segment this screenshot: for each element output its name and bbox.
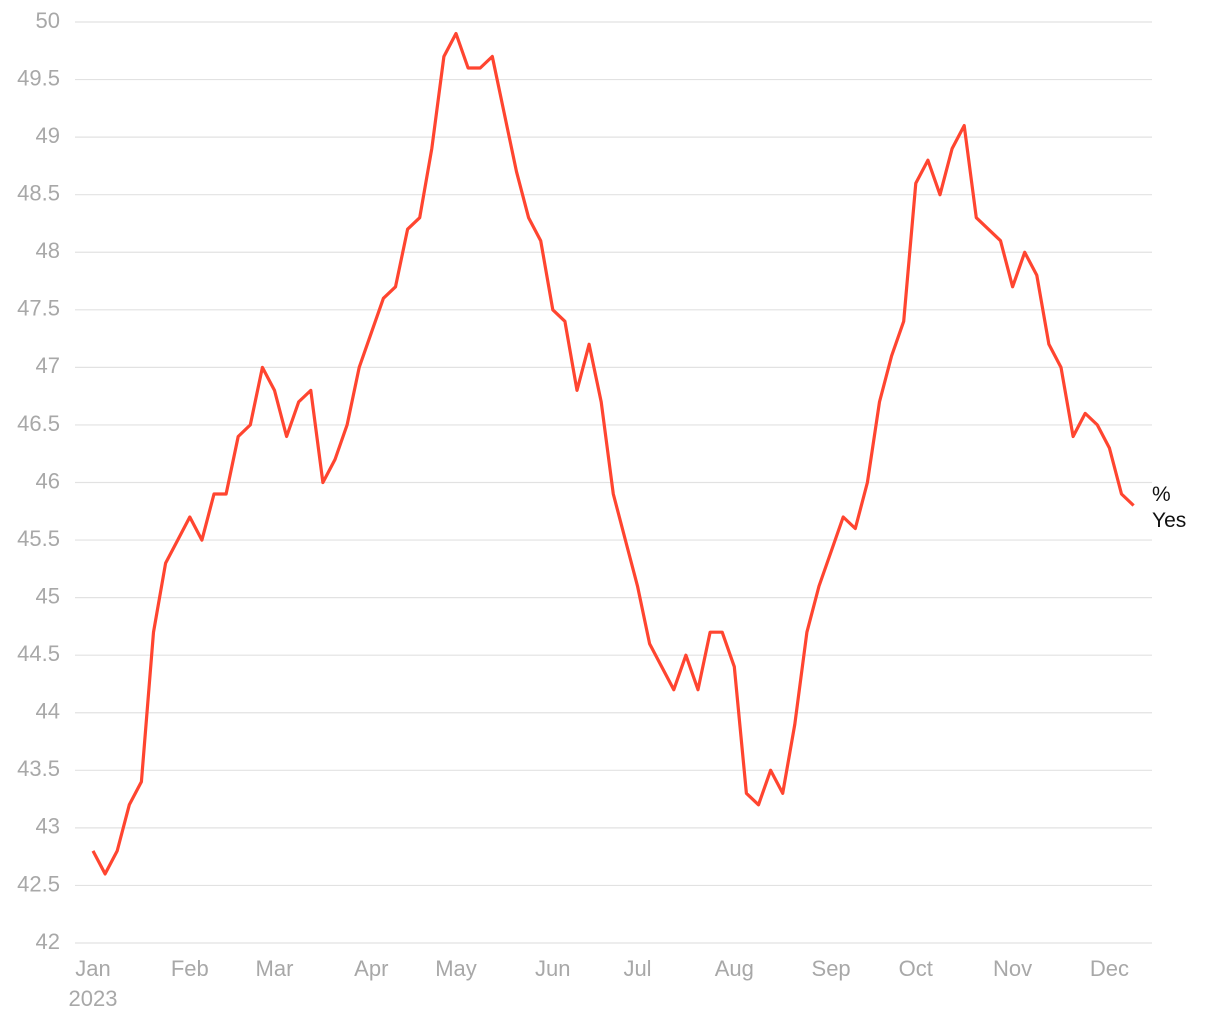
y-tick-label: 46.5 xyxy=(17,411,60,436)
x-tick-label: Oct xyxy=(899,956,933,981)
line-series xyxy=(91,31,1135,876)
x-tick-label: Aug xyxy=(715,956,754,981)
y-tick-label: 42.5 xyxy=(17,871,60,896)
y-tick-label: 49 xyxy=(36,123,60,148)
x-year-label: 2023 xyxy=(69,986,118,1011)
x-tick-label: Jun xyxy=(535,956,570,981)
x-tick-label: Jul xyxy=(623,956,651,981)
x-tick-label: Sep xyxy=(812,956,851,981)
x-tick-label: Apr xyxy=(354,956,388,981)
y-tick-label: 45.5 xyxy=(17,526,60,551)
y-tick-label: 47.5 xyxy=(17,296,60,321)
y-tick-label: 48.5 xyxy=(17,181,60,206)
y-tick-label: 42 xyxy=(36,929,60,954)
y-tick-label: 43 xyxy=(36,814,60,839)
y-tick-label: 49.5 xyxy=(17,65,60,90)
x-tick-label: Nov xyxy=(993,956,1032,981)
x-tick-label: Feb xyxy=(171,956,209,981)
x-tick-label: Jan xyxy=(75,956,110,981)
x-tick-label: Mar xyxy=(256,956,294,981)
y-tick-label: 50 xyxy=(36,8,60,33)
series-label: % Yes xyxy=(1152,483,1187,532)
y-tick-label: 47 xyxy=(36,353,60,378)
x-tick-label: May xyxy=(435,956,477,981)
y-tick-label: 46 xyxy=(36,468,60,493)
y-tick-label: 44 xyxy=(36,699,60,724)
y-tick-label: 45 xyxy=(36,583,60,608)
x-tick-label: Dec xyxy=(1090,956,1129,981)
y-tick-label: 44.5 xyxy=(17,641,60,666)
y-tick-label: 48 xyxy=(36,238,60,263)
y-tick-label: 43.5 xyxy=(17,756,60,781)
